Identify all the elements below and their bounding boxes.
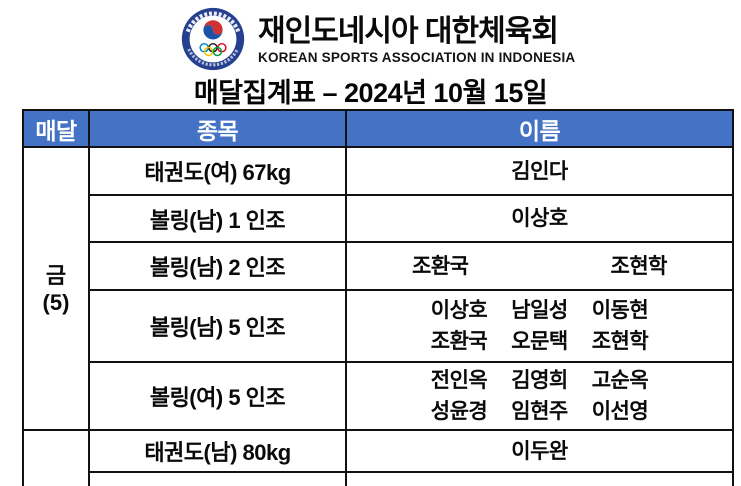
names-cell: 김인다 (345, 146, 734, 196)
athlete-name: 임현주 (511, 400, 568, 423)
org-name-english: KOREAN SPORTS ASSOCIATION IN INDONESIA (258, 50, 576, 65)
athlete-name: 김영희 (511, 369, 568, 392)
medal-table: 매달 종목 이름 금 (5) 태권도(여) 67kg 김인다 볼링(남) 1 인조 이상호 볼링… (22, 109, 734, 486)
taegeuk-icon (203, 20, 223, 40)
athlete-name: 이상호 (511, 207, 568, 230)
event-cell: 태권도(여) 67kg (88, 146, 347, 196)
table-row (23, 471, 734, 486)
medal-table-container: 매달 종목 이름 금 (5) 태권도(여) 67kg 김인다 볼링(남) 1 인조 이상호 볼링… (22, 109, 734, 486)
column-header-2: 이름 (345, 109, 734, 148)
athlete-name: 고순옥 (591, 369, 649, 392)
olympic-rings-icon (199, 42, 227, 57)
table-row: 금 (5) 태권도(여) 67kg 김인다 (22, 146, 734, 431)
table-row: 태권도(남) 80kg 이두완 (22, 429, 734, 486)
athlete-name: 성윤경 (430, 400, 488, 423)
names-cell: 이두완 (345, 429, 734, 473)
sports-association-emblem-icon (181, 7, 245, 71)
column-header-1: 종목 (88, 109, 347, 148)
event-cell: 볼링(남) 5 인조 (88, 289, 347, 363)
page-title: 매달집계표 – 2024년 10월 15일 (193, 78, 548, 108)
event-cell: 볼링(남) 2 인조 (88, 241, 347, 291)
table-header-row: 매달 종목 이름 (22, 109, 734, 148)
org-name-korean: 재인도네시아 대한체육회 (258, 15, 559, 48)
athlete-name: 이선영 (591, 400, 649, 423)
names-cell: 조환국 조현학 (345, 241, 734, 291)
athlete-name: 김인다 (511, 159, 568, 183)
table-body: 금 (5) 태권도(여) 67kg 김인다 볼링(남) 1 인조 이상호 볼링(남) 2 인… (22, 146, 734, 486)
event-cell (88, 471, 347, 486)
athlete-name: 오문택 (511, 330, 568, 353)
event-cell: 태권도(남) 80kg (88, 429, 347, 473)
athlete-name: 조환국 (430, 330, 488, 353)
event-cell: 볼링(여) 5 인조 (88, 361, 347, 431)
table-row: 볼링(남) 2 인조 조환국 조현학 (23, 241, 734, 291)
event-cell: 볼링(남) 1 인조 (88, 194, 347, 243)
athlete-name: 조환국 (412, 254, 469, 278)
athlete-name: 이동현 (591, 299, 649, 322)
athlete-name: 조현학 (610, 254, 668, 278)
medal-label-cell-0: 금 (5) (22, 146, 90, 431)
column-header-0: 매달 (22, 109, 90, 148)
names-cell: 이상호 (345, 194, 734, 243)
athlete-name: 조현학 (591, 330, 649, 353)
names-cell (345, 471, 734, 486)
letterhead: 재인도네시아 대한체육회 KOREAN SPORTS ASSOCIATION I… (180, 6, 575, 72)
athlete-name: 이상호 (430, 299, 488, 322)
athlete-name: 남일성 (511, 299, 568, 322)
table-row: 볼링(남) 1 인조 이상호 (23, 194, 734, 243)
athlete-name: 이두완 (511, 439, 568, 463)
medal-label-cell-1 (22, 429, 90, 486)
athlete-name: 전인옥 (430, 369, 488, 392)
org-title-block: 재인도네시아 대한체육회 KOREAN SPORTS ASSOCIATION I… (258, 13, 575, 65)
